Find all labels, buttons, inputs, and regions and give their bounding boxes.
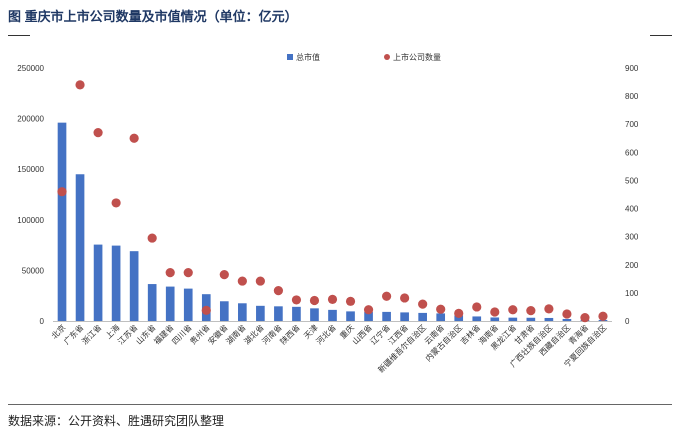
y-right-tick-label: 500 <box>625 176 639 185</box>
data-point <box>327 294 338 304</box>
data-point <box>75 80 85 90</box>
y-right-tick-label: 600 <box>625 148 639 157</box>
data-point <box>598 311 608 321</box>
bar <box>93 244 103 321</box>
bar <box>219 301 229 321</box>
x-tick-label: 河北省 <box>314 322 338 346</box>
data-point <box>93 128 103 138</box>
title-rule-right <box>650 35 672 36</box>
y-right-tick-label: 900 <box>625 64 639 73</box>
data-point <box>309 295 320 306</box>
data-point <box>255 276 265 286</box>
legend-label-company-count: 上市公司数量 <box>393 52 441 62</box>
source-note: 数据来源：公开资料、胜遇研究团队整理 <box>8 414 225 428</box>
bar <box>454 315 464 321</box>
y-right-tick-label: 0 <box>625 317 630 326</box>
data-point <box>381 291 392 301</box>
source-rule <box>8 404 672 405</box>
y-left-tick-label: 50000 <box>22 266 45 275</box>
bar <box>165 286 175 321</box>
y-left-tick-label: 150000 <box>17 165 44 174</box>
data-point <box>129 133 139 143</box>
bar <box>364 311 373 321</box>
bar <box>418 312 427 321</box>
y-left-tick-label: 200000 <box>17 115 44 124</box>
bar <box>183 288 193 321</box>
y-right-tick-label: 100 <box>625 289 639 298</box>
bar <box>544 317 554 321</box>
bar <box>508 317 518 321</box>
legend-label-market-value: 总市值 <box>296 52 320 62</box>
data-point <box>544 304 554 314</box>
data-point <box>165 268 175 278</box>
data-point <box>526 305 536 316</box>
bar <box>238 303 247 321</box>
title-rule-left <box>8 35 30 36</box>
bar <box>562 318 572 321</box>
bar <box>400 312 409 321</box>
chart-title: 图 重庆市上市公司数量及市值情况（单位：亿元） <box>8 9 298 24</box>
x-tick-label: 陕西省 <box>278 322 302 346</box>
y-right-tick-label: 400 <box>625 205 639 214</box>
legend-swatch-bar <box>287 54 293 60</box>
bar <box>472 316 482 321</box>
bar <box>147 284 157 321</box>
data-point <box>472 302 482 312</box>
y-right-tick-label: 800 <box>625 92 639 101</box>
y-right-tick-label: 700 <box>625 120 639 129</box>
y-right-tick-label: 300 <box>625 233 639 242</box>
data-point <box>201 305 211 315</box>
y-left-tick-label: 100000 <box>17 216 44 225</box>
chart-canvas: 0 50000 100000 150000 200000 250000 0 100 200 300… <box>17 52 639 375</box>
data-point <box>291 295 302 305</box>
data-point <box>418 299 428 309</box>
data-point <box>345 296 356 306</box>
data-point <box>490 307 500 317</box>
data-point <box>436 304 446 314</box>
bar <box>129 251 139 321</box>
legend-swatch-dot <box>384 54 390 60</box>
data-point <box>400 293 410 303</box>
bar <box>75 174 85 321</box>
data-point <box>580 313 590 323</box>
bar <box>526 317 536 321</box>
data-point <box>562 309 572 319</box>
bar <box>310 308 319 321</box>
bar <box>346 311 355 321</box>
data-point <box>454 308 464 319</box>
bar <box>490 317 500 321</box>
bar <box>328 309 337 321</box>
y-left-tick-label: 250000 <box>17 64 44 73</box>
data-point <box>237 276 247 286</box>
bar <box>111 245 121 321</box>
data-point <box>363 305 374 315</box>
data-point <box>273 286 284 296</box>
data-point <box>219 270 229 280</box>
bar <box>57 122 67 321</box>
data-point <box>183 268 193 278</box>
bar <box>274 306 283 321</box>
bar <box>382 311 391 321</box>
bar <box>436 313 446 321</box>
data-point <box>508 305 518 315</box>
bar <box>256 305 265 321</box>
data-point <box>147 233 157 243</box>
data-point <box>57 187 67 197</box>
bar <box>292 306 301 321</box>
x-tick-label: 浙江省 <box>79 322 103 346</box>
data-point <box>111 198 121 208</box>
y-right-tick-label: 200 <box>625 261 639 270</box>
y-left-tick-label: 0 <box>40 317 45 326</box>
